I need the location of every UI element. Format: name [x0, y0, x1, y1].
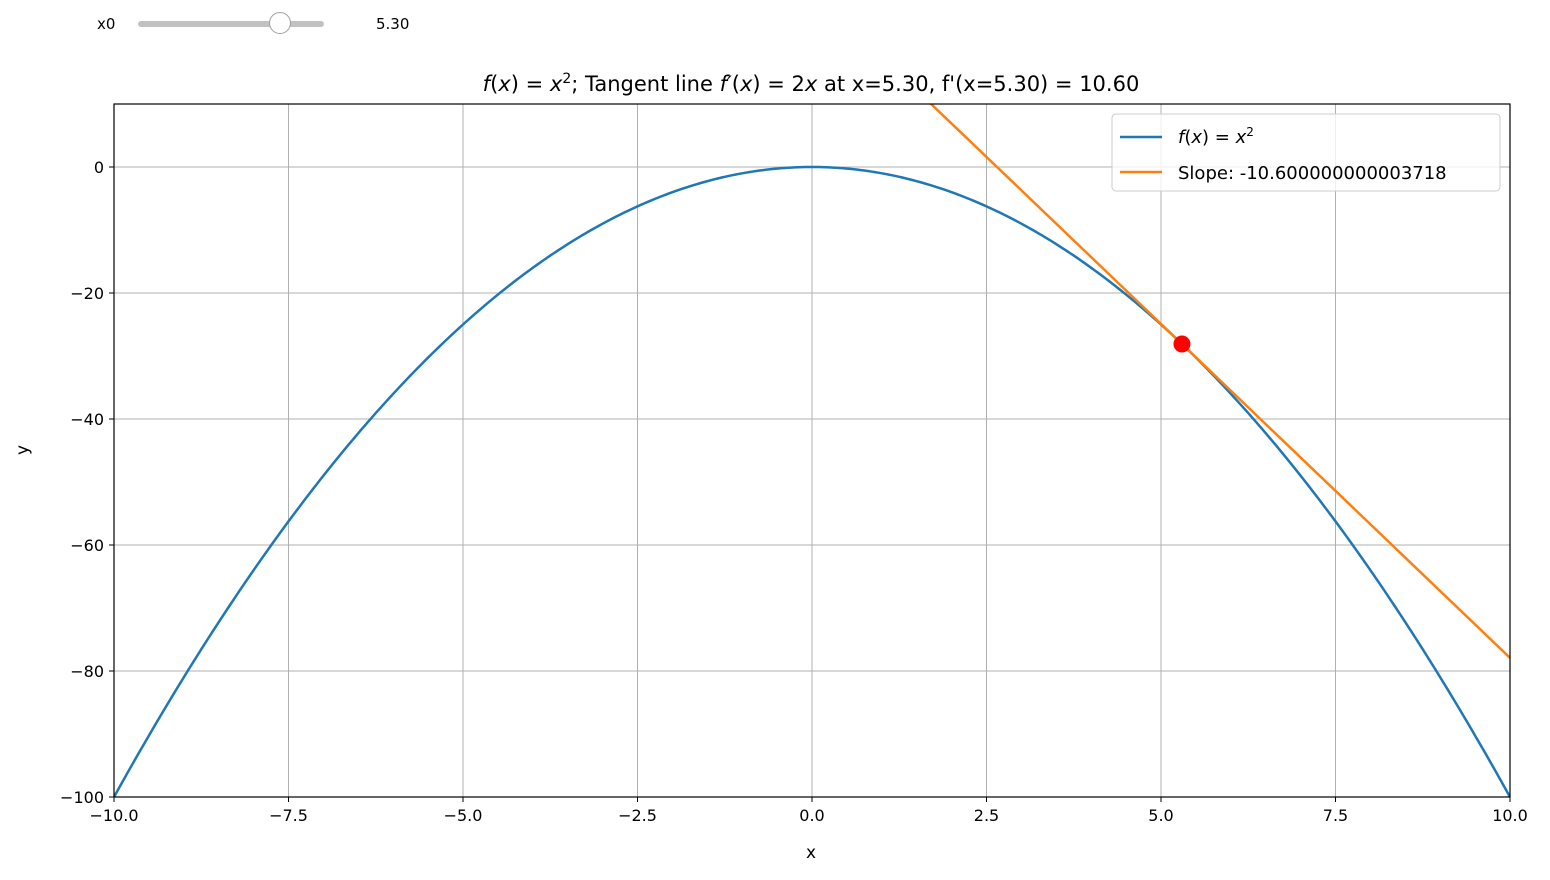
y-tick-label: −20 — [70, 284, 104, 303]
legend-label-parabola: f(x) = x2 — [1178, 125, 1254, 148]
title-eq2: = 2 — [761, 72, 805, 96]
title-x: x — [497, 72, 511, 96]
x-tick-label: 10.0 — [1492, 806, 1528, 825]
title-x4: x — [804, 72, 818, 96]
legend-label-tangent: Slope: -10.600000000003718 — [1178, 163, 1447, 184]
title-tail: at x=5.30, f'(x=5.30) = 10.60 — [817, 72, 1139, 96]
y-axis-label: y — [13, 445, 33, 455]
x-tick-label: 7.5 — [1323, 806, 1348, 825]
title-mid: ; Tangent line — [571, 72, 719, 96]
slider-label: x0 — [97, 15, 116, 33]
chart-title: f(x) = x2; Tangent line f′(x) = 2x at x=… — [483, 71, 1140, 96]
slider-handle[interactable] — [269, 12, 292, 34]
y-tick-label: −100 — [60, 788, 104, 807]
title-open2: ( — [732, 72, 740, 96]
tangent-point — [1173, 335, 1191, 353]
series-layer — [114, 104, 1510, 797]
title-x2: x — [549, 72, 563, 96]
title-close2: ) — [752, 72, 760, 96]
slider-track[interactable] — [138, 21, 324, 27]
x-tick-label: −10.0 — [89, 806, 138, 825]
title-eq: = — [519, 72, 550, 96]
parabola-line — [114, 165, 1510, 797]
title-x3: x — [739, 72, 753, 96]
title-fprime: f′ — [720, 72, 732, 96]
slider-value: 5.30 — [376, 15, 410, 33]
grid — [113, 104, 1511, 798]
y-tick-label: −60 — [70, 536, 104, 555]
x-axis-label: x — [806, 843, 816, 863]
ticks: −10.0 −7.5 −5.0 −2.5 0.0 2.5 5.0 7.5 10.0 0 −20 −40… — [60, 158, 1528, 825]
x-tick-label: 0.0 — [799, 806, 824, 825]
legend-box — [1111, 113, 1501, 192]
tangent-line — [929, 104, 1510, 659]
x-tick-label: 2.5 — [974, 806, 999, 825]
y-tick-label: −40 — [70, 410, 104, 429]
y-tick-label: 0 — [94, 158, 104, 177]
x-tick-label: −2.5 — [618, 806, 657, 825]
title-close: ) — [511, 72, 519, 96]
title-sup: 2 — [562, 71, 571, 87]
slider-row: x0 5.30 — [0, 0, 600, 50]
legend: f(x) = x2 Slope: -10.600000000003718 — [1111, 113, 1501, 192]
y-tick-label: −80 — [70, 662, 104, 681]
x-tick-label: 5.0 — [1148, 806, 1173, 825]
x-tick-label: −5.0 — [444, 806, 483, 825]
x-tick-label: −7.5 — [269, 806, 308, 825]
title-f: f — [483, 72, 494, 96]
title-open: ( — [490, 72, 498, 96]
